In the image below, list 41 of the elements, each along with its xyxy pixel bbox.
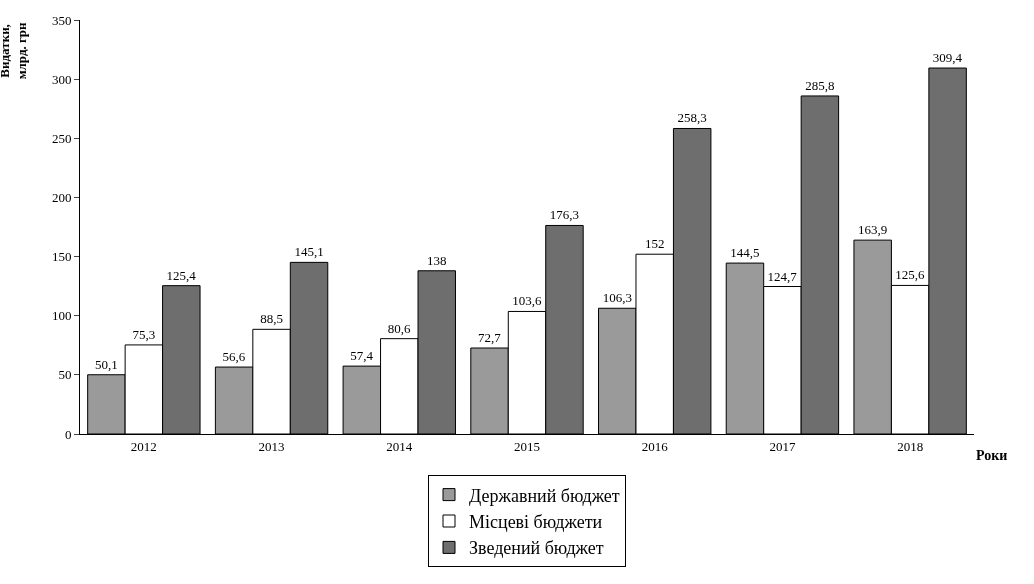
x-tick-label: 2018 bbox=[897, 438, 924, 454]
legend-label: Місцеві бюджети bbox=[469, 512, 603, 533]
legend-label: Зведений бюджет bbox=[469, 538, 604, 559]
data-label: 176,3 bbox=[549, 207, 580, 223]
legend-label: Державний бюджет bbox=[469, 485, 620, 506]
data-label: 145,1 bbox=[294, 244, 324, 260]
data-label: 125,4 bbox=[166, 267, 197, 283]
data-label: 125,6 bbox=[895, 267, 926, 283]
y-tick-label: 350 bbox=[51, 12, 72, 28]
data-label: 56,6 bbox=[222, 349, 246, 365]
y-tick-label: 50 bbox=[58, 367, 72, 383]
data-label: 285,8 bbox=[805, 77, 835, 93]
x-tick-label: 2015 bbox=[514, 438, 540, 454]
y-tick-label: 100 bbox=[51, 308, 72, 324]
y-tick-label: 200 bbox=[51, 189, 72, 205]
data-label: 152 bbox=[644, 236, 665, 252]
x-tick-label: 2014 bbox=[386, 438, 413, 454]
data-label: 103,6 bbox=[512, 293, 542, 309]
y-axis-title: Видатки, млрд. грн bbox=[0, 21, 30, 80]
data-label: 309,4 bbox=[932, 50, 963, 66]
y-tick-label: 300 bbox=[51, 71, 72, 87]
y-tick-label: 150 bbox=[51, 249, 72, 265]
data-label: 80,6 bbox=[387, 320, 411, 336]
data-label: 75,3 bbox=[132, 326, 156, 342]
data-label: 106,3 bbox=[602, 290, 632, 306]
data-label: 138 bbox=[427, 252, 447, 268]
data-label: 50,1 bbox=[95, 356, 118, 372]
x-tick-label: 2013 bbox=[258, 438, 285, 454]
data-label: 124,7 bbox=[767, 268, 798, 284]
x-axis-title: Роки bbox=[976, 448, 1008, 463]
x-tick-label: 2012 bbox=[130, 438, 157, 454]
data-label: 72,7 bbox=[477, 330, 502, 346]
data-label: 57,4 bbox=[350, 348, 374, 364]
data-label: 88,5 bbox=[260, 311, 283, 327]
x-tick-label: 2017 bbox=[769, 438, 796, 454]
y-tick-label: 0 bbox=[64, 426, 72, 442]
y-tick-label: 250 bbox=[51, 130, 72, 146]
data-label: 163,9 bbox=[858, 222, 888, 238]
data-label: 258,3 bbox=[677, 110, 707, 126]
x-tick-label: 2016 bbox=[641, 438, 669, 454]
data-label: 144,5 bbox=[730, 245, 760, 261]
